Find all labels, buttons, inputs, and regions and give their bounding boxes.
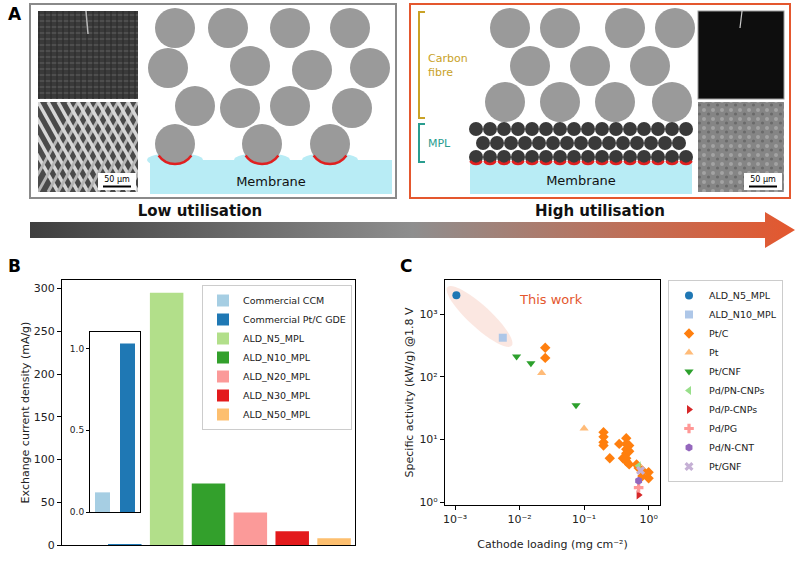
- svg-text:1.0: 1.0: [70, 344, 85, 354]
- svg-text:ALD_N10_MPL: ALD_N10_MPL: [243, 352, 311, 363]
- svg-text:10⁰: 10⁰: [639, 513, 658, 526]
- svg-text:50: 50: [41, 496, 55, 509]
- svg-text:This work: This work: [519, 292, 583, 307]
- svg-text:Pt/GNF: Pt/GNF: [709, 461, 742, 472]
- svg-text:Membrane: Membrane: [236, 174, 306, 189]
- svg-text:ALD_N30_MPL: ALD_N30_MPL: [243, 390, 311, 401]
- svg-text:Pt/CNF: Pt/CNF: [709, 366, 741, 377]
- svg-text:50 µm: 50 µm: [750, 175, 776, 184]
- svg-text:Cathode loading (mg cm⁻²): Cathode loading (mg cm⁻²): [477, 538, 627, 551]
- svg-text:Membrane: Membrane: [546, 173, 616, 188]
- svg-text:10³: 10³: [419, 308, 437, 321]
- svg-text:10²: 10²: [419, 371, 437, 384]
- svg-text:Commercial Pt/C GDE: Commercial Pt/C GDE: [243, 314, 346, 325]
- svg-text:ALD_N20_MPL: ALD_N20_MPL: [243, 371, 311, 382]
- svg-text:300: 300: [34, 282, 55, 295]
- svg-text:ALD_N5_MPL: ALD_N5_MPL: [709, 290, 771, 301]
- svg-text:0.5: 0.5: [70, 425, 84, 435]
- svg-text:Pd/N-CNT: Pd/N-CNT: [709, 442, 754, 453]
- svg-text:Pt/C: Pt/C: [709, 328, 729, 339]
- svg-text:fibre: fibre: [428, 66, 453, 79]
- svg-text:Exchange current density (mA/g: Exchange current density (mA/g): [19, 322, 32, 504]
- svg-text:C: C: [400, 256, 412, 276]
- svg-text:100: 100: [34, 453, 55, 466]
- svg-text:150: 150: [34, 411, 55, 424]
- svg-text:MPL: MPL: [428, 137, 451, 150]
- svg-text:0.0: 0.0: [70, 507, 85, 517]
- svg-text:10⁻²: 10⁻²: [507, 513, 531, 526]
- svg-text:Pd/PN-CNPs: Pd/PN-CNPs: [709, 385, 765, 396]
- svg-text:B: B: [8, 256, 21, 276]
- svg-text:ALD_N50_MPL: ALD_N50_MPL: [243, 409, 311, 420]
- svg-text:10⁰: 10⁰: [419, 496, 438, 509]
- svg-text:A: A: [8, 4, 22, 24]
- svg-text:Low utilisation: Low utilisation: [138, 202, 263, 220]
- svg-text:10⁻³: 10⁻³: [443, 513, 467, 526]
- svg-text:High utilisation: High utilisation: [535, 202, 665, 220]
- svg-text:Carbon: Carbon: [428, 52, 468, 65]
- svg-text:200: 200: [34, 368, 55, 381]
- svg-text:50 µm: 50 µm: [104, 175, 130, 184]
- svg-text:ALD_N10_MPL: ALD_N10_MPL: [709, 309, 777, 320]
- svg-text:10⁻¹: 10⁻¹: [572, 513, 596, 526]
- svg-text:Pd/P-CNPs: Pd/P-CNPs: [709, 404, 757, 415]
- svg-text:Pd/PG: Pd/PG: [709, 423, 737, 434]
- svg-text:Specific activity (kW/g) @1.8: Specific activity (kW/g) @1.8 V: [403, 307, 416, 477]
- svg-text:0: 0: [48, 539, 55, 552]
- svg-text:250: 250: [34, 325, 55, 338]
- svg-text:Pt: Pt: [709, 347, 719, 358]
- svg-text:ALD_N5_MPL: ALD_N5_MPL: [243, 333, 305, 344]
- svg-text:Commercial CCM: Commercial CCM: [243, 295, 324, 306]
- svg-text:10¹: 10¹: [419, 433, 437, 446]
